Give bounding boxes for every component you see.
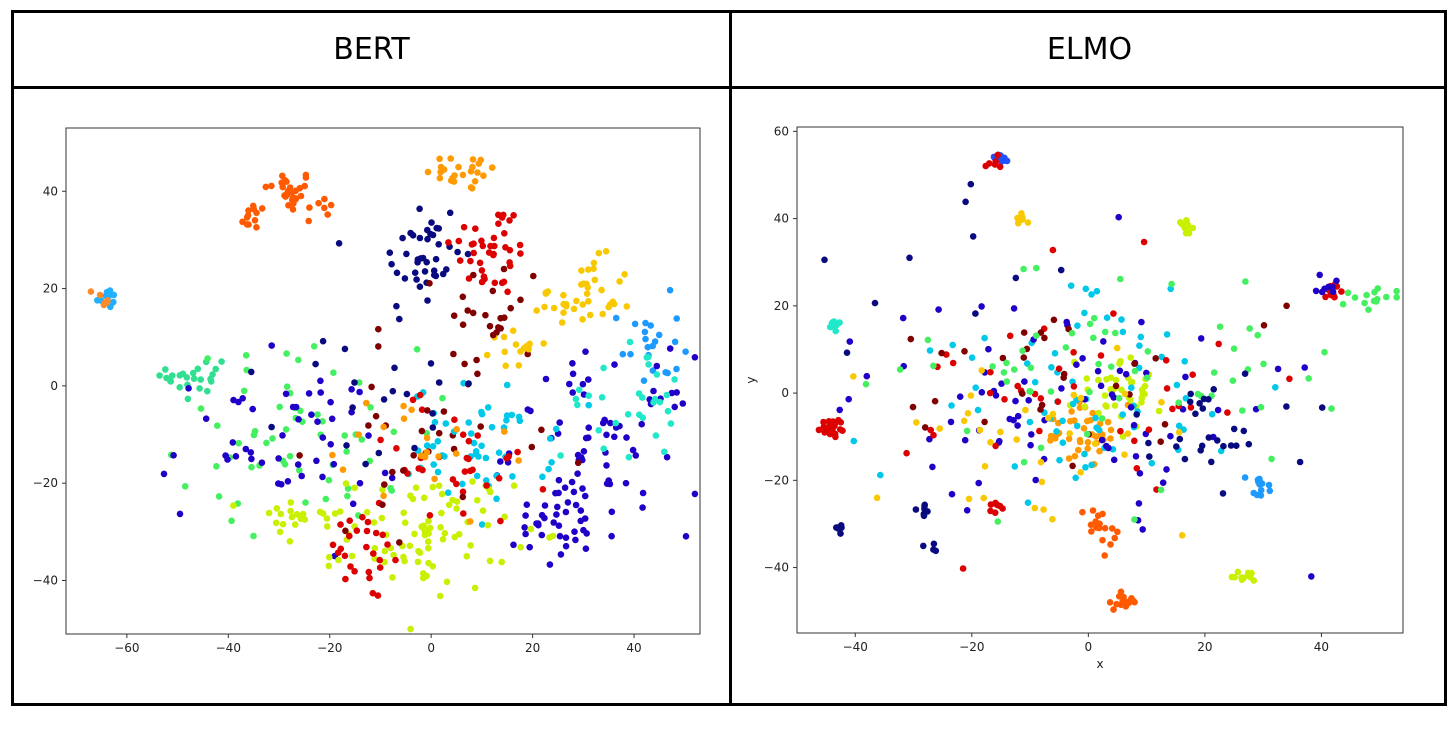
column-header-elmo: ELMO (1046, 32, 1133, 67)
header-divider (14, 86, 1444, 89)
column-header-bert: BERT (333, 32, 410, 67)
comparison-table: BERT ELMO (11, 10, 1447, 706)
column-divider (729, 13, 732, 703)
